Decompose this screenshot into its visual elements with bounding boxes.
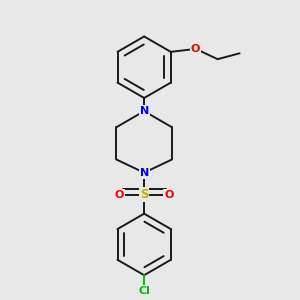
- Text: Cl: Cl: [138, 286, 150, 296]
- Text: N: N: [140, 168, 149, 178]
- Text: N: N: [140, 106, 149, 116]
- Text: S: S: [140, 188, 148, 201]
- Text: O: O: [115, 190, 124, 200]
- Text: O: O: [164, 190, 174, 200]
- Text: O: O: [191, 44, 200, 54]
